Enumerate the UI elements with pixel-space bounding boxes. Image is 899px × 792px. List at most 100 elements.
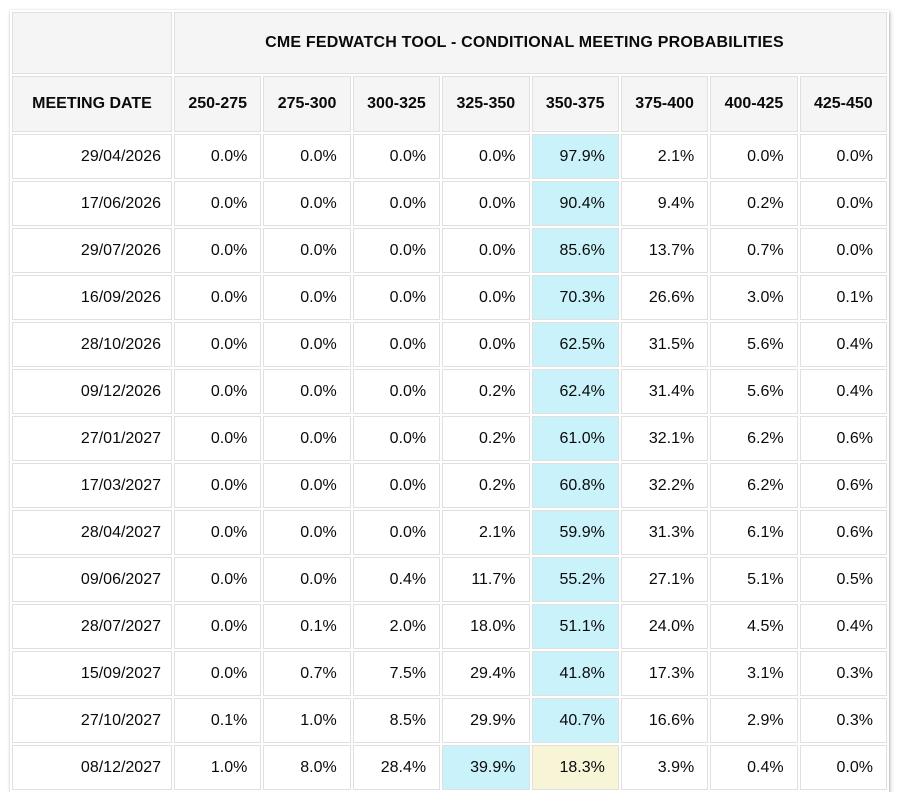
rate-header-350-375: 350-375 xyxy=(531,76,619,132)
probability-cell: 31.3% xyxy=(620,510,709,555)
probability-cell: 0.0% xyxy=(442,181,530,226)
rate-header-250-275: 250-275 xyxy=(174,76,262,132)
fedwatch-probabilities-table: CME FEDWATCH TOOL - CONDITIONAL MEETING … xyxy=(10,10,889,792)
probability-cell: 0.7% xyxy=(263,651,351,696)
probability-cell: 0.0% xyxy=(352,228,441,273)
probability-cell: 16.6% xyxy=(620,698,709,743)
probability-cell: 0.0% xyxy=(352,181,441,226)
probability-cell: 0.0% xyxy=(263,322,351,367)
rate-header-400-425: 400-425 xyxy=(710,76,798,132)
probability-cell: 6.2% xyxy=(710,463,798,508)
probability-cell: 28.4% xyxy=(352,745,441,790)
probability-cell: 0.2% xyxy=(710,181,798,226)
probability-cell: 9.4% xyxy=(620,181,709,226)
table-row: 17/03/2027 0.0% 0.0% 0.0% 0.2% 60.8% 32.2% 6.2%… xyxy=(12,463,887,508)
meeting-date-cell: 15/09/2027 xyxy=(12,651,172,696)
meeting-date-cell: 29/04/2026 xyxy=(12,134,172,179)
probability-cell: 6.1% xyxy=(710,510,798,555)
rate-header-325-350: 325-350 xyxy=(442,76,530,132)
meeting-date-cell: 08/12/2027 xyxy=(12,745,172,790)
rate-header-275-300: 275-300 xyxy=(263,76,351,132)
probability-cell: 0.0% xyxy=(174,604,262,649)
probability-cell: 0.0% xyxy=(263,369,351,414)
meeting-date-cell: 09/12/2026 xyxy=(12,369,172,414)
probability-cell: 26.6% xyxy=(620,275,709,320)
probability-cell: 0.0% xyxy=(799,181,887,226)
rate-header-300-325: 300-325 xyxy=(352,76,441,132)
probability-cell: 0.7% xyxy=(710,228,798,273)
probability-cell: 4.5% xyxy=(710,604,798,649)
probability-cell: 27.1% xyxy=(620,557,709,602)
probability-cell: 0.4% xyxy=(799,604,887,649)
probability-cell: 0.0% xyxy=(263,134,351,179)
probability-cell: 0.4% xyxy=(799,369,887,414)
probability-cell: 13.7% xyxy=(620,228,709,273)
probability-cell: 1.0% xyxy=(263,698,351,743)
probability-cell: 0.0% xyxy=(352,134,441,179)
probability-cell: 39.9% xyxy=(442,745,530,790)
probability-cell: 0.0% xyxy=(263,275,351,320)
probability-cell: 51.1% xyxy=(531,604,619,649)
table-row: 29/04/2026 0.0% 0.0% 0.0% 0.0% 97.9% 2.1% 0.0% 0… xyxy=(12,134,887,179)
probability-cell: 5.6% xyxy=(710,322,798,367)
probability-cell: 0.0% xyxy=(352,275,441,320)
probability-cell: 3.0% xyxy=(710,275,798,320)
fedwatch-table-container: CME FEDWATCH TOOL - CONDITIONAL MEETING … xyxy=(10,10,889,792)
probability-cell: 0.0% xyxy=(442,275,530,320)
probability-cell: 29.4% xyxy=(442,651,530,696)
probability-cell: 60.8% xyxy=(531,463,619,508)
probability-cell: 0.0% xyxy=(442,134,530,179)
probability-cell: 0.0% xyxy=(442,322,530,367)
probability-cell: 2.9% xyxy=(710,698,798,743)
table-row: 28/04/2027 0.0% 0.0% 0.0% 2.1% 59.9% 31.3% 6.1%… xyxy=(12,510,887,555)
probability-cell: 0.0% xyxy=(174,275,262,320)
probability-cell: 18.3% xyxy=(531,745,619,790)
header-row: MEETING DATE 250-275 275-300 300-325 325… xyxy=(12,76,887,132)
probability-cell: 0.0% xyxy=(352,322,441,367)
probability-cell: 32.1% xyxy=(620,416,709,461)
probability-cell: 61.0% xyxy=(531,416,619,461)
probability-cell: 0.0% xyxy=(352,369,441,414)
probability-cell: 0.0% xyxy=(352,463,441,508)
probability-cell: 3.9% xyxy=(620,745,709,790)
table-row: 09/06/2027 0.0% 0.0% 0.4% 11.7% 55.2% 27.1% 5.1… xyxy=(12,557,887,602)
table-row: 28/10/2026 0.0% 0.0% 0.0% 0.0% 62.5% 31.5% 5.6%… xyxy=(12,322,887,367)
probability-cell: 0.2% xyxy=(442,369,530,414)
probability-cell: 0.0% xyxy=(799,228,887,273)
table-row: 27/01/2027 0.0% 0.0% 0.0% 0.2% 61.0% 32.1% 6.2%… xyxy=(12,416,887,461)
probability-cell: 1.0% xyxy=(174,745,262,790)
probability-cell: 2.0% xyxy=(352,604,441,649)
probability-cell: 85.6% xyxy=(531,228,619,273)
probability-cell: 24.0% xyxy=(620,604,709,649)
probability-cell: 0.0% xyxy=(174,416,262,461)
probability-cell: 18.0% xyxy=(442,604,530,649)
table-body: 29/04/2026 0.0% 0.0% 0.0% 0.0% 97.9% 2.1% 0.0% 0… xyxy=(12,134,887,790)
probability-cell: 0.0% xyxy=(710,134,798,179)
probability-cell: 0.0% xyxy=(174,651,262,696)
meeting-date-cell: 17/03/2027 xyxy=(12,463,172,508)
probability-cell: 0.6% xyxy=(799,416,887,461)
probability-cell: 0.0% xyxy=(799,745,887,790)
probability-cell: 0.1% xyxy=(799,275,887,320)
probability-cell: 2.1% xyxy=(442,510,530,555)
probability-cell: 90.4% xyxy=(531,181,619,226)
probability-cell: 62.4% xyxy=(531,369,619,414)
probability-cell: 6.2% xyxy=(710,416,798,461)
probability-cell: 0.0% xyxy=(352,416,441,461)
probability-cell: 0.0% xyxy=(263,510,351,555)
meeting-date-header: MEETING DATE xyxy=(12,76,172,132)
probability-cell: 31.5% xyxy=(620,322,709,367)
probability-cell: 0.3% xyxy=(799,651,887,696)
table-row: 29/07/2026 0.0% 0.0% 0.0% 0.0% 85.6% 13.7% 0.7%… xyxy=(12,228,887,273)
probability-cell: 0.1% xyxy=(174,698,262,743)
probability-cell: 17.3% xyxy=(620,651,709,696)
table-title: CME FEDWATCH TOOL - CONDITIONAL MEETING … xyxy=(174,12,887,74)
rate-header-375-400: 375-400 xyxy=(620,76,709,132)
probability-cell: 0.4% xyxy=(352,557,441,602)
probability-cell: 0.0% xyxy=(442,228,530,273)
table-row: 16/09/2026 0.0% 0.0% 0.0% 0.0% 70.3% 26.6% 3.0%… xyxy=(12,275,887,320)
probability-cell: 0.0% xyxy=(174,557,262,602)
meeting-date-cell: 28/07/2027 xyxy=(12,604,172,649)
table-row: 27/10/2027 0.1% 1.0% 8.5% 29.9% 40.7% 16.6% 2.9… xyxy=(12,698,887,743)
probability-cell: 59.9% xyxy=(531,510,619,555)
